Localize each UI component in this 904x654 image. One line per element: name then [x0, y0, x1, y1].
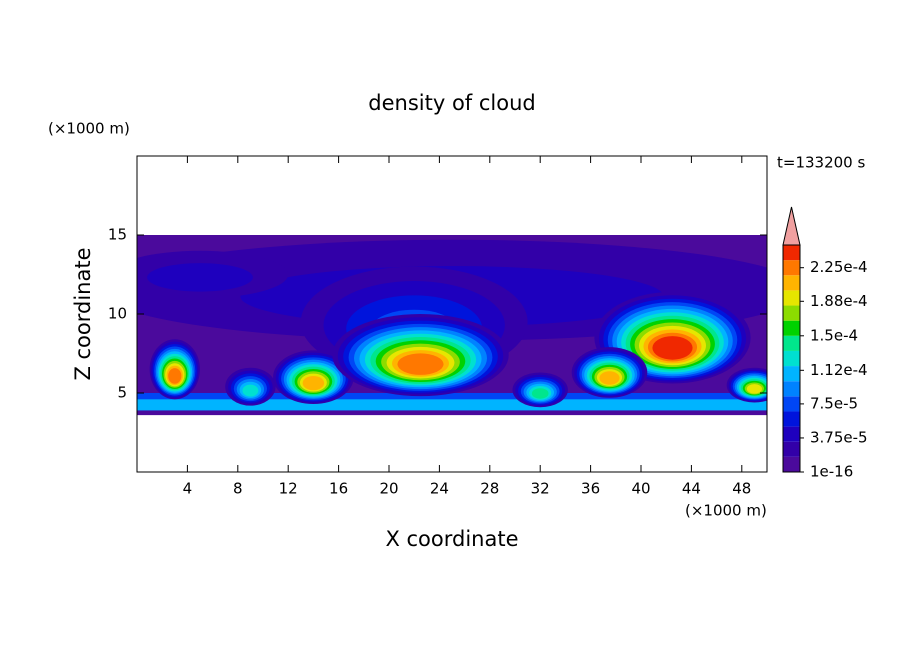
x-tick-label: 4	[183, 480, 193, 498]
time-label: t=133200 s	[777, 154, 865, 172]
colorbar-tick-label: 1.12e-4	[810, 361, 868, 379]
x-unit: (×1000 m)	[685, 502, 767, 520]
colorbar-tick-label: 7.5e-5	[810, 394, 858, 412]
colorbar-tick-label: 2.25e-4	[810, 258, 868, 276]
colorbar-tick-label: 3.75e-5	[810, 428, 868, 446]
y-axis-label: Z coordinate	[71, 247, 95, 380]
contour-fill	[168, 368, 182, 384]
colorbar-band	[783, 245, 800, 261]
colorbar-band	[783, 320, 800, 336]
chart-title: density of cloud	[368, 91, 535, 115]
colorbar-band	[783, 275, 800, 291]
y-unit: (×1000 m)	[48, 120, 130, 138]
contour-fill	[531, 388, 549, 399]
y-tick-label: 5	[117, 384, 127, 402]
y-tick-label: 15	[108, 226, 127, 244]
colorbar-band	[783, 260, 800, 276]
contour-fill	[397, 353, 444, 375]
colorbar-band	[783, 456, 800, 472]
x-tick-label: 36	[581, 480, 600, 498]
y-tick-label: 10	[108, 305, 127, 323]
contour-fill	[147, 263, 253, 292]
colorbar-band	[783, 396, 800, 412]
colorbar-tick-label: 1e-16	[810, 463, 853, 481]
x-tick-label: 20	[379, 480, 398, 498]
x-tick-label: 32	[531, 480, 550, 498]
colorbar-band	[783, 335, 800, 351]
colorbar-band	[783, 366, 800, 382]
x-tick-label: 16	[329, 480, 348, 498]
colorbar-band	[783, 305, 800, 321]
contour-fill	[599, 371, 620, 385]
x-tick-label: 8	[233, 480, 243, 498]
x-tick-label: 24	[430, 480, 449, 498]
colorbar-band	[783, 411, 800, 427]
x-tick-label: 12	[279, 480, 298, 498]
colorbar-tick-label: 1.5e-4	[810, 326, 858, 344]
x-axis-label: X coordinate	[385, 527, 518, 551]
colorbar-band	[783, 381, 800, 397]
contour-fill	[652, 336, 693, 360]
x-tick-label: 28	[480, 480, 499, 498]
contour-fill	[746, 384, 762, 394]
colorbar-band	[783, 350, 800, 367]
colorbar-band	[783, 290, 800, 306]
contour-fill	[302, 375, 325, 391]
x-tick-label: 40	[631, 480, 650, 498]
colorbar-band	[783, 426, 800, 442]
colorbar-band	[783, 441, 800, 457]
contour-field	[137, 235, 767, 416]
colorbar-tick-label: 1.88e-4	[810, 292, 868, 310]
x-tick-label: 48	[732, 480, 751, 498]
colorbar-extend	[782, 206, 801, 246]
colorbar-frame	[782, 244, 801, 473]
x-tick-label: 44	[682, 480, 701, 498]
contour-fill	[137, 399, 767, 411]
contour-fill	[242, 384, 259, 397]
